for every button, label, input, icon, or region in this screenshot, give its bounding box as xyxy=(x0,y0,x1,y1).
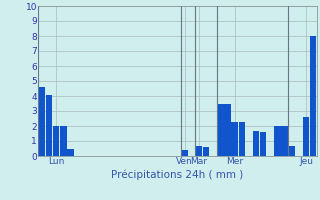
Bar xyxy=(224,104,231,156)
Bar xyxy=(67,148,74,156)
X-axis label: Précipitations 24h ( mm ): Précipitations 24h ( mm ) xyxy=(111,169,244,180)
Bar xyxy=(239,121,245,156)
Bar xyxy=(274,126,281,156)
Bar xyxy=(196,146,202,156)
Bar xyxy=(289,146,295,156)
Bar xyxy=(203,147,209,156)
Bar xyxy=(217,104,224,156)
Bar xyxy=(53,126,60,156)
Bar xyxy=(46,95,52,156)
Bar xyxy=(260,132,267,156)
Bar xyxy=(231,121,238,156)
Bar xyxy=(303,117,309,156)
Bar xyxy=(253,130,259,156)
Bar xyxy=(39,87,45,156)
Bar xyxy=(181,150,188,156)
Bar xyxy=(282,126,288,156)
Bar xyxy=(310,36,316,156)
Bar xyxy=(60,126,67,156)
